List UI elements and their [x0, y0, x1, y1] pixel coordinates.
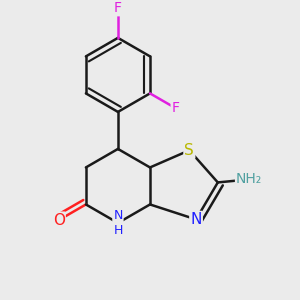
Text: O: O	[52, 213, 64, 228]
Text: NH₂: NH₂	[236, 172, 262, 186]
Text: N: N	[190, 212, 202, 227]
Text: F: F	[172, 101, 180, 115]
Text: S: S	[184, 143, 194, 158]
Text: N
H: N H	[113, 209, 123, 237]
Text: F: F	[114, 1, 122, 15]
